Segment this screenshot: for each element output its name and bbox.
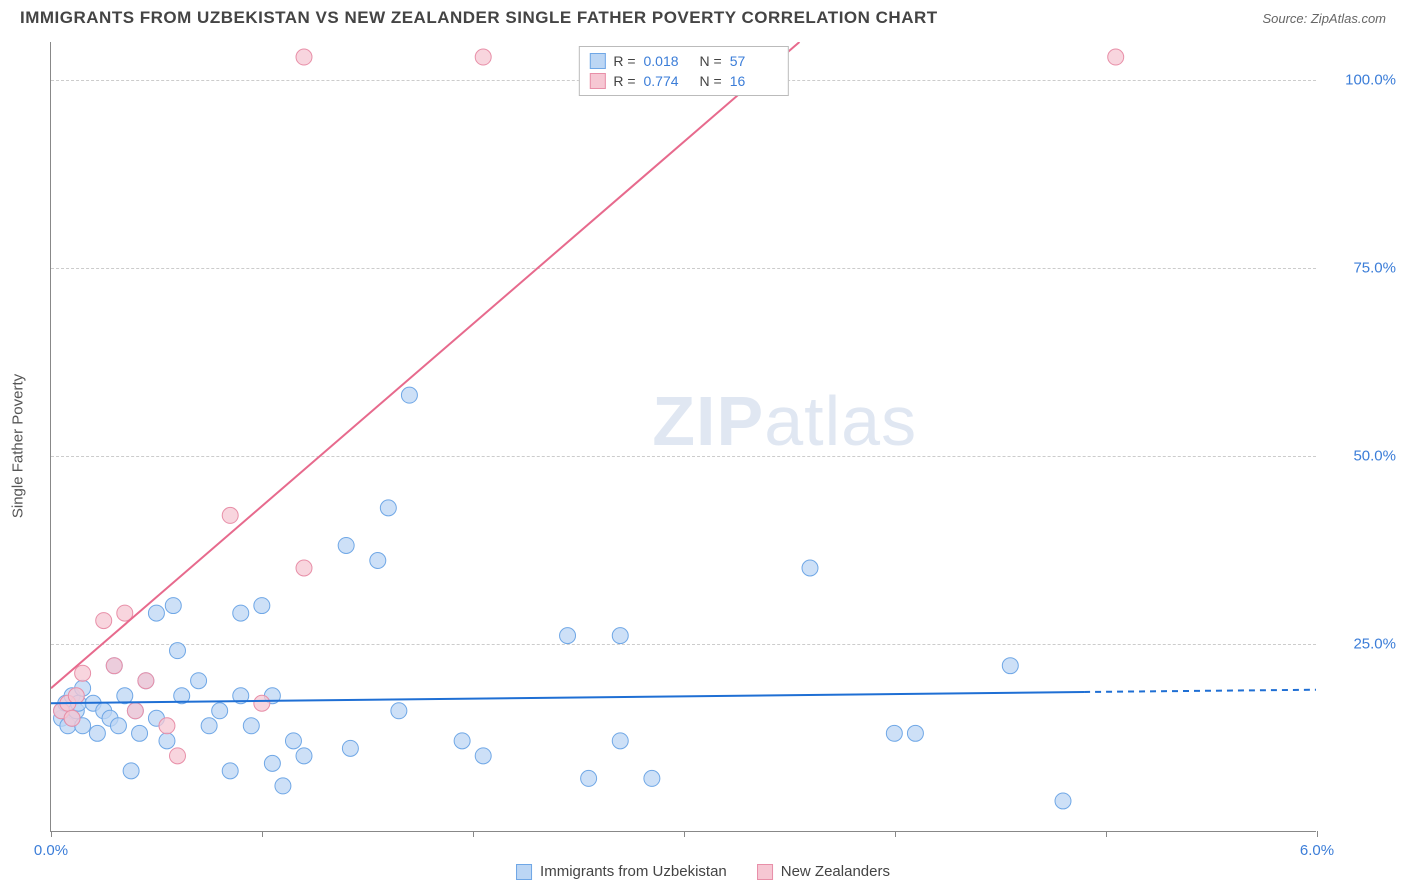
- point-uzbekistan: [581, 770, 597, 786]
- point-newzealand: [138, 673, 154, 689]
- point-uzbekistan: [1055, 793, 1071, 809]
- point-uzbekistan: [475, 748, 491, 764]
- n-label: N =: [700, 53, 722, 69]
- point-uzbekistan: [285, 733, 301, 749]
- point-uzbekistan: [802, 560, 818, 576]
- r-value: 0.774: [644, 73, 692, 89]
- n-label: N =: [700, 73, 722, 89]
- point-newzealand: [296, 49, 312, 65]
- point-uzbekistan: [1002, 658, 1018, 674]
- source-label: Source: ZipAtlas.com: [1262, 11, 1386, 26]
- point-newzealand: [68, 688, 84, 704]
- point-newzealand: [1108, 49, 1124, 65]
- point-uzbekistan: [222, 763, 238, 779]
- point-uzbekistan: [243, 718, 259, 734]
- legend-row: R = 0.774 N = 16: [589, 71, 777, 91]
- legend-label: New Zealanders: [781, 863, 890, 880]
- point-uzbekistan: [296, 748, 312, 764]
- y-tick-label: 75.0%: [1326, 259, 1396, 276]
- y-tick-label: 25.0%: [1326, 635, 1396, 652]
- legend-series: Immigrants from Uzbekistan New Zealander…: [516, 863, 890, 880]
- point-uzbekistan: [191, 673, 207, 689]
- n-value: 57: [730, 53, 778, 69]
- point-newzealand: [75, 665, 91, 681]
- x-tick-label: 0.0%: [34, 842, 68, 859]
- point-newzealand: [64, 710, 80, 726]
- point-newzealand: [296, 560, 312, 576]
- x-tick: [895, 831, 896, 837]
- point-uzbekistan: [159, 733, 175, 749]
- swatch-icon: [589, 73, 605, 89]
- legend-correlation: R = 0.018 N = 57 R = 0.774 N = 16: [578, 46, 788, 96]
- point-uzbekistan: [380, 500, 396, 516]
- point-uzbekistan: [886, 725, 902, 741]
- point-newzealand: [127, 703, 143, 719]
- legend-item: Immigrants from Uzbekistan: [516, 863, 727, 880]
- point-uzbekistan: [370, 552, 386, 568]
- point-newzealand: [254, 695, 270, 711]
- point-uzbekistan: [644, 770, 660, 786]
- point-uzbekistan: [201, 718, 217, 734]
- point-uzbekistan: [401, 387, 417, 403]
- chart-title: IMMIGRANTS FROM UZBEKISTAN VS NEW ZEALAN…: [20, 8, 938, 28]
- x-tick: [684, 831, 685, 837]
- point-uzbekistan: [454, 733, 470, 749]
- point-uzbekistan: [110, 718, 126, 734]
- r-label: R =: [613, 53, 635, 69]
- point-uzbekistan: [907, 725, 923, 741]
- point-uzbekistan: [123, 763, 139, 779]
- y-tick-label: 50.0%: [1326, 447, 1396, 464]
- x-tick: [473, 831, 474, 837]
- scatter-svg: [51, 42, 1316, 831]
- point-newzealand: [106, 658, 122, 674]
- swatch-icon: [589, 53, 605, 69]
- y-tick-label: 100.0%: [1326, 71, 1396, 88]
- point-uzbekistan: [254, 598, 270, 614]
- trendline-uzbekistan-dash: [1084, 690, 1316, 692]
- swatch-icon: [516, 864, 532, 880]
- point-uzbekistan: [560, 628, 576, 644]
- point-uzbekistan: [212, 703, 228, 719]
- point-uzbekistan: [89, 725, 105, 741]
- point-newzealand: [159, 718, 175, 734]
- x-tick: [262, 831, 263, 837]
- x-tick-label: 6.0%: [1300, 842, 1334, 859]
- point-uzbekistan: [342, 740, 358, 756]
- y-axis-label: Single Father Poverty: [10, 374, 27, 518]
- swatch-icon: [757, 864, 773, 880]
- point-uzbekistan: [275, 778, 291, 794]
- point-uzbekistan: [148, 605, 164, 621]
- point-newzealand: [475, 49, 491, 65]
- x-tick: [51, 831, 52, 837]
- point-newzealand: [222, 507, 238, 523]
- legend-row: R = 0.018 N = 57: [589, 51, 777, 71]
- point-newzealand: [96, 613, 112, 629]
- point-uzbekistan: [233, 605, 249, 621]
- point-uzbekistan: [117, 688, 133, 704]
- point-newzealand: [170, 748, 186, 764]
- point-uzbekistan: [165, 598, 181, 614]
- point-uzbekistan: [612, 733, 628, 749]
- point-uzbekistan: [132, 725, 148, 741]
- legend-item: New Zealanders: [757, 863, 890, 880]
- r-label: R =: [613, 73, 635, 89]
- trendline-newzealand: [51, 42, 799, 688]
- trendline-uzbekistan: [51, 692, 1084, 703]
- point-uzbekistan: [391, 703, 407, 719]
- n-value: 16: [730, 73, 778, 89]
- r-value: 0.018: [644, 53, 692, 69]
- point-uzbekistan: [612, 628, 628, 644]
- x-tick: [1106, 831, 1107, 837]
- chart-plot-area: ZIPatlas R = 0.018 N = 57 R = 0.774 N = …: [50, 42, 1316, 832]
- point-uzbekistan: [338, 537, 354, 553]
- point-uzbekistan: [264, 755, 280, 771]
- legend-label: Immigrants from Uzbekistan: [540, 863, 727, 880]
- x-tick: [1317, 831, 1318, 837]
- point-uzbekistan: [170, 643, 186, 659]
